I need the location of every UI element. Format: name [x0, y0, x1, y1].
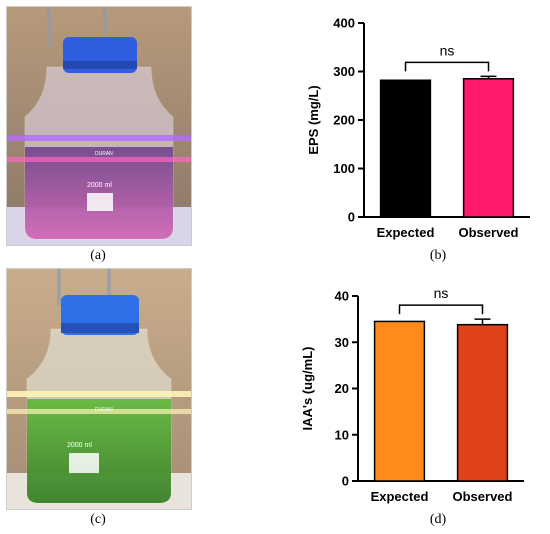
x-tick-label-observed: Observed [453, 489, 513, 504]
bottle-brand-label: DURAN [95, 407, 113, 413]
y-tick-label: 300 [333, 64, 355, 79]
bar-expected [379, 79, 432, 218]
significance-bracket [404, 61, 490, 72]
significance-label: ns [440, 42, 455, 58]
y-tick-label: 20 [335, 381, 349, 396]
bottle-brand-label: DURAN [95, 151, 113, 157]
caption-d: (d) [429, 512, 447, 527]
y-tick-label: 400 [333, 16, 355, 31]
y-tick-label: 10 [335, 427, 349, 442]
bottle-volume-label: 2000 ml [87, 182, 112, 189]
caption-b: (b) [429, 248, 447, 263]
bar-expected [373, 320, 426, 482]
significance-label: ns [434, 285, 449, 301]
bar-observed [456, 323, 509, 482]
y-tick-label: 0 [348, 210, 355, 225]
y-tick-label: 30 [335, 335, 349, 350]
bioreactor-green-illustration: 2000 ml DURAN [7, 269, 191, 509]
bioreactor-pink-illustration: 2000 ml DURAN [7, 7, 191, 245]
iaa-bar-chart: 0 10 20 30 40 IAA's (ug/mL) Expected Observed ns [300, 285, 524, 504]
photo-bioreactor-green: 2000 ml DURAN [6, 268, 192, 510]
x-tick-label-observed: Observed [459, 225, 519, 240]
y-tick-label: 0 [342, 474, 349, 489]
x-tick-label-expected: Expected [371, 489, 429, 504]
y-tick-label: 40 [335, 289, 349, 304]
x-tick-label-expected: Expected [377, 225, 435, 240]
bottle-volume-label: 2000 ml [67, 442, 92, 449]
y-tick-label: 100 [333, 161, 355, 176]
caption-c: (c) [90, 512, 106, 527]
photo-bioreactor-pink: 2000 ml DURAN [6, 6, 192, 246]
y-axis-label: EPS (mg/L) [306, 85, 321, 154]
bar-observed [462, 78, 515, 218]
caption-a: (a) [90, 248, 106, 263]
significance-bracket [398, 304, 484, 315]
y-tick-label: 200 [333, 113, 355, 128]
eps-bar-chart: 0 100 200 300 400 EPS (mg/L) Expected Observed n… [306, 16, 530, 240]
y-axis-label: IAA's (ug/mL) [300, 347, 315, 431]
